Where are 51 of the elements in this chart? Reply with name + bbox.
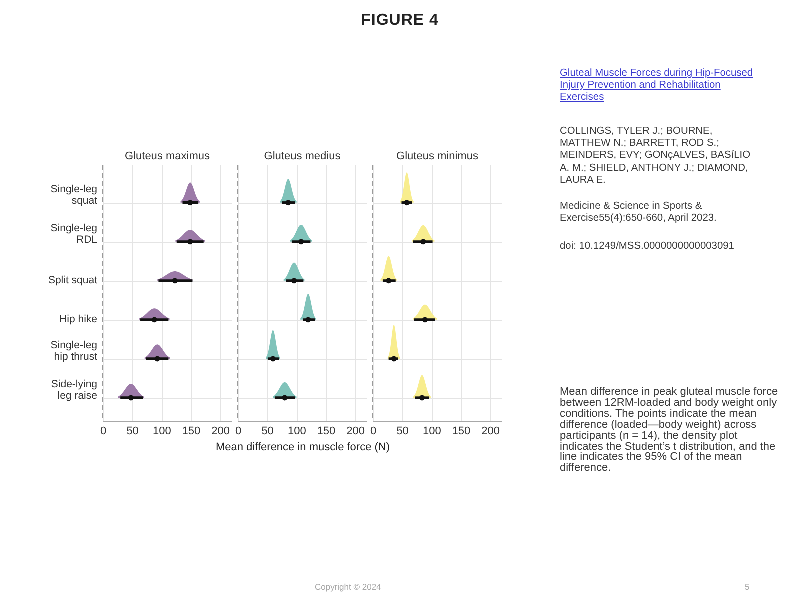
y-tick-label: Single-leg hip thrust xyxy=(50,339,98,363)
text: doi: 10.1249/MSS.0000000000003091 xyxy=(560,241,736,254)
x-tick-label: 200 xyxy=(212,426,230,438)
chart-title: Gluteus maximus xyxy=(125,150,210,162)
x-tick-label: 50 xyxy=(262,426,274,438)
x-tick-label: 0 xyxy=(235,426,242,438)
text: Mean difference in peak gluteal muscle force between 12RM-loaded and body weight only conditions. The points indicate the mean difference (loaded—body weight) across participants (n = 14), the density plot indicates the Student’s t distribution, and the line indicates the 95% CI of the mean difference. xyxy=(560,386,780,474)
x-tick-label: 100 xyxy=(152,426,172,438)
text: COLLINGS, TYLER J.; BOURNE, MATTHEW N.; BARRETT, ROD S.; MEINDERS, EVY; GONçALVES, BASíLIO A. M.; SHIELD, ANTHONY J.; DIAMOND, LAURA E. xyxy=(560,126,752,188)
point xyxy=(128,395,134,401)
point xyxy=(422,317,428,323)
x-tick-label: 200 xyxy=(482,426,500,438)
text: Copyright © 2024 xyxy=(315,581,382,594)
y-tick-label: Single-leg squat xyxy=(50,183,98,207)
x-tick-label: 100 xyxy=(288,426,306,438)
point xyxy=(286,200,292,206)
point xyxy=(172,278,178,284)
x-tick-label: 0 xyxy=(100,426,107,438)
point xyxy=(282,395,288,401)
chart-title: Gluteus medius xyxy=(264,150,342,162)
point xyxy=(188,200,194,206)
x-axis-title: Mean difference in muscle force (N) xyxy=(216,442,390,454)
point xyxy=(188,239,194,245)
x-tick-label: 100 xyxy=(422,426,442,438)
point xyxy=(420,239,426,245)
point xyxy=(306,317,312,323)
point xyxy=(404,200,410,206)
point xyxy=(391,356,397,362)
point xyxy=(420,395,425,401)
point xyxy=(386,278,392,284)
x-tick-label: 150 xyxy=(182,426,201,438)
text: Gluteal Muscle Forces during Hip-Focused Injury Prevention and Rehabilitation Exercises xyxy=(560,68,754,104)
x-tick-label: 50 xyxy=(396,426,409,438)
y-tick-label: Hip hike xyxy=(60,313,98,326)
x-tick-label: 50 xyxy=(126,426,139,438)
chart-title: Gluteus minimus xyxy=(396,150,479,162)
point xyxy=(292,278,298,284)
text: 5 xyxy=(745,581,750,594)
x-tick-label: 200 xyxy=(346,426,365,438)
point xyxy=(152,317,158,323)
point xyxy=(154,356,160,362)
x-tick-label: 150 xyxy=(452,426,471,438)
y-tick-label: Split squat xyxy=(48,274,98,286)
point xyxy=(270,356,276,362)
text: Medicine & Science in Sports & Exercise55(4):650-660, April 2023. xyxy=(560,201,718,226)
text: FIGURE 4 xyxy=(360,12,440,30)
x-tick-label: 0 xyxy=(370,426,377,438)
point xyxy=(298,239,304,245)
y-tick-label: Side-lying leg raise xyxy=(51,378,98,402)
y-tick-label: Single-leg RDL xyxy=(50,222,98,246)
x-tick-label: 150 xyxy=(317,426,336,438)
